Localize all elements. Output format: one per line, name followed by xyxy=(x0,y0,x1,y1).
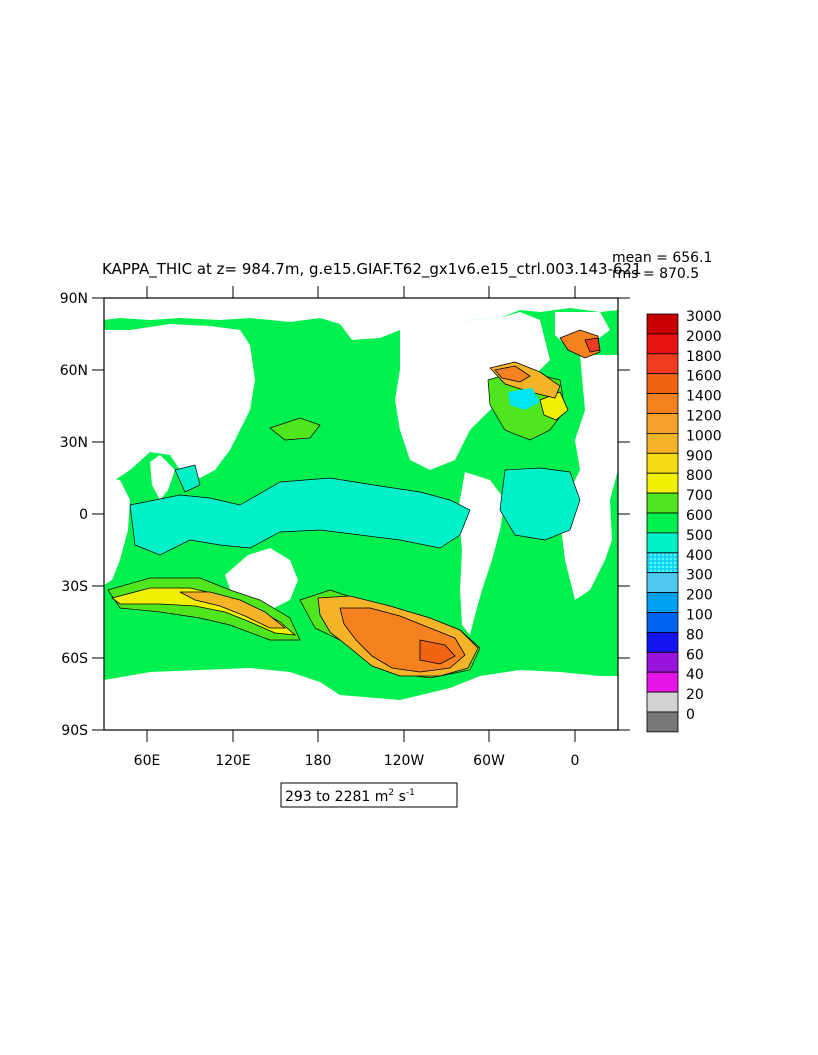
colorbar-swatch xyxy=(646,353,679,375)
colorbar-label: 1400 xyxy=(686,389,722,405)
colorbar-swatch xyxy=(646,691,679,713)
colorbar-swatch xyxy=(646,532,679,554)
colorbar-swatch xyxy=(646,512,679,534)
lon-label-120w: 120W xyxy=(384,753,425,769)
arctic-hotspots xyxy=(489,329,601,410)
lon-label-0: 0 xyxy=(571,753,580,769)
lat-label-60n: 60N xyxy=(60,363,88,379)
rms-stat: rms = 870.5 xyxy=(612,266,699,282)
colorbar-swatch xyxy=(646,313,679,335)
colorbar-swatch xyxy=(646,651,679,673)
lon-label-180: 180 xyxy=(305,753,332,769)
colorbar-swatch xyxy=(646,572,679,594)
colorbar-label: 400 xyxy=(686,548,713,564)
map-panel: 90N 60N 30N 0 30S 60S 90S 60E 120E 180 1… xyxy=(60,286,630,769)
lat-label-60s: 60S xyxy=(61,651,88,667)
range-label-mid: s xyxy=(394,789,406,805)
colorbar-label: 1000 xyxy=(686,428,722,444)
colorbar-swatch xyxy=(646,612,679,633)
colorbar-label: 1800 xyxy=(686,349,722,365)
lon-labels: 60E 120E 180 120W 60W 0 xyxy=(134,753,580,769)
colorbar-label: 300 xyxy=(686,568,713,584)
range-label-sup1: 2 xyxy=(388,788,394,798)
colorbar-label: 800 xyxy=(686,468,713,484)
colorbar-swatch xyxy=(646,592,679,613)
lat-label-90s: 90S xyxy=(61,723,88,739)
colorbar-label: 2000 xyxy=(686,329,722,345)
range-label-sup2: -1 xyxy=(406,788,415,798)
map-title: KAPPA_THIC at z= 984.7m, g.e15.GIAF.T62_… xyxy=(102,260,642,279)
colorbar: 3000200018001600140012001000900800700600… xyxy=(646,309,722,733)
colorbar-swatch xyxy=(646,333,679,355)
colorbar-swatch xyxy=(646,711,679,733)
land-mask xyxy=(104,298,618,730)
colorbar-label: 500 xyxy=(686,528,713,544)
colorbar-swatch xyxy=(646,373,679,395)
colorbar-label: 40 xyxy=(686,667,704,683)
lon-ticks xyxy=(146,286,576,742)
lat-labels: 90N 60N 30N 0 30S 60S 90S xyxy=(60,291,88,739)
colorbar-label: 200 xyxy=(686,588,713,604)
colorbar-label: 1600 xyxy=(686,369,722,385)
lat-label-30s: 30S xyxy=(61,579,88,595)
colorbar-label: 20 xyxy=(686,687,704,703)
colorbar-swatch xyxy=(646,472,679,494)
lat-ticks xyxy=(92,297,630,731)
lat-label-30n: 30N xyxy=(60,435,88,451)
colorbar-swatch xyxy=(646,632,679,653)
colorbar-label: 100 xyxy=(686,608,713,624)
colorbar-label: 1200 xyxy=(686,409,722,425)
colorbar-swatch xyxy=(646,413,679,434)
range-label-text: 293 to 2281 m xyxy=(285,789,388,805)
lon-label-60e: 60E xyxy=(134,753,161,769)
colorbar-label: 0 xyxy=(686,707,695,723)
colorbar-swatch xyxy=(646,671,679,693)
mean-stat: mean = 656.1 xyxy=(612,250,712,266)
high-band xyxy=(111,391,569,677)
colorbar-label: 600 xyxy=(686,508,713,524)
colorbar-swatch xyxy=(646,432,679,454)
low-band xyxy=(129,464,581,556)
colorbar-label: 3000 xyxy=(686,309,722,325)
colorbar-swatch xyxy=(646,492,679,514)
range-label: 293 to 2281 m2 s-1 xyxy=(280,782,458,808)
lat-label-90n: 90N xyxy=(60,291,88,307)
colorbar-swatch xyxy=(646,393,679,414)
colorbar-swatch xyxy=(646,552,679,574)
colorbar-label: 700 xyxy=(686,488,713,504)
colorbar-swatch xyxy=(646,452,679,474)
colorbar-label: 80 xyxy=(686,627,704,643)
colorbar-label: 900 xyxy=(686,448,713,464)
lon-label-120e: 120E xyxy=(215,753,251,769)
svg-text:293 to 2281 m2 s-1: 293 to 2281 m2 s-1 xyxy=(285,788,415,805)
lat-label-0: 0 xyxy=(79,507,88,523)
lon-label-60w: 60W xyxy=(473,753,505,769)
colorbar-label: 60 xyxy=(686,647,704,663)
